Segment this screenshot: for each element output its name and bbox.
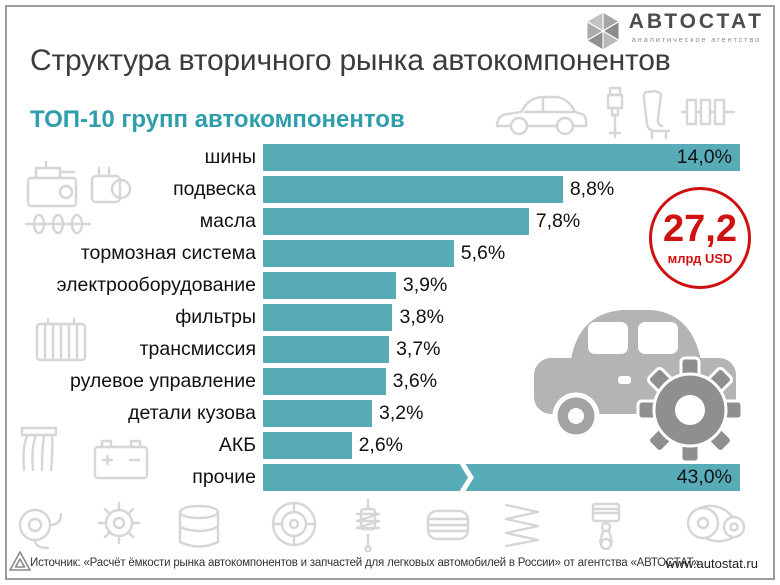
value-label: 2,6% xyxy=(358,433,404,456)
value-label: 3,6% xyxy=(392,369,438,392)
bar xyxy=(263,207,529,235)
chart-row: детали кузова 3,2% xyxy=(8,397,740,429)
category-label: детали кузова xyxy=(128,401,256,424)
category-label: масла xyxy=(199,209,256,232)
bar xyxy=(263,271,396,299)
gearbox-icon xyxy=(88,162,132,210)
bar: 43,0% xyxy=(263,461,740,493)
chart-rows: шины 14,0% подвеска 8,8% масла 7,8% тормозная … xyxy=(8,141,740,493)
crankshaft-icon xyxy=(680,92,736,132)
turbocharger-icon xyxy=(14,500,64,550)
category-label: тормозная система xyxy=(80,241,256,264)
timing-chain-icon xyxy=(684,498,748,548)
coil-spring-icon xyxy=(500,500,544,550)
oil-drum-icon xyxy=(176,502,222,552)
bar: 14,0% xyxy=(263,143,740,171)
bar-track: 3,7% xyxy=(263,335,740,363)
chart-row: фильтры 3,8% xyxy=(8,301,740,333)
value-label: 3,9% xyxy=(402,273,448,296)
category-label: рулевое управление xyxy=(69,369,256,392)
chart-row: трансмиссия 3,7% xyxy=(8,333,740,365)
bar xyxy=(263,303,393,331)
bar-track: 8,8% xyxy=(263,175,740,203)
radiator-icon xyxy=(34,314,88,368)
car-with-gear-illustration xyxy=(518,288,753,471)
bar-track: 3,9% xyxy=(263,271,740,299)
battery-icon xyxy=(92,434,150,482)
triangle-icon xyxy=(8,550,32,577)
category-label: фильтры xyxy=(175,305,256,328)
bar-track: 43,0% xyxy=(263,461,740,493)
chart-title: ТОП-10 групп автокомпонентов xyxy=(30,106,405,133)
market-size-badge: 27,2 млрд USD xyxy=(649,187,751,289)
category-label: АКБ xyxy=(218,433,256,456)
source-note: Источник: «Расчёт ёмкости рынка автокомп… xyxy=(30,557,700,569)
category-label: шины xyxy=(204,145,256,168)
bar-track: 3,2% xyxy=(263,399,740,427)
brand-name: АВТОСТАТ xyxy=(628,10,764,33)
bar xyxy=(263,367,386,395)
bar-track: 14,0% xyxy=(263,143,740,171)
exhaust-manifold-icon xyxy=(14,424,64,474)
axis-break-icon xyxy=(459,461,475,493)
category-label: прочие xyxy=(192,465,256,488)
gear-illustration-icon xyxy=(636,356,744,464)
bar-track: 3,6% xyxy=(263,367,740,395)
value-label: 7,8% xyxy=(535,209,581,232)
bar xyxy=(263,335,390,363)
page-title: Структура вторичного рынка автокомпонент… xyxy=(30,44,671,77)
bar xyxy=(263,431,352,459)
seat-icon xyxy=(638,88,674,142)
category-label: подвеска xyxy=(173,177,256,200)
value-label: 43,0% xyxy=(676,465,732,488)
brand-logo: АВТОСТАТ аналитическое агентство xyxy=(584,10,764,52)
chart-row: рулевое управление 3,6% xyxy=(8,365,740,397)
camshaft-icon xyxy=(24,212,92,236)
chart-row: прочие 43,0% xyxy=(8,461,740,493)
chart-row: масла 7,8% xyxy=(8,205,740,237)
market-size-value: 27,2 xyxy=(663,208,737,250)
bar xyxy=(263,239,454,267)
bar xyxy=(263,175,563,203)
value-label: 3,7% xyxy=(396,337,441,360)
bar-track: 3,8% xyxy=(263,303,740,331)
chart-row: электрооборудование 3,9% xyxy=(8,269,740,301)
value-label: 5,6% xyxy=(460,241,506,264)
chart-row: подвеска 8,8% xyxy=(8,173,740,205)
bar xyxy=(263,399,373,427)
website-link[interactable]: www.autostat.ru xyxy=(665,556,759,571)
category-label: трансмиссия xyxy=(139,337,256,360)
bar-track: 2,6% xyxy=(263,431,740,459)
wheel-icon xyxy=(270,500,318,548)
market-size-unit: млрд USD xyxy=(667,251,733,266)
hexagon-logo-icon xyxy=(585,11,621,51)
chart-row: тормозная система 5,6% xyxy=(8,237,740,269)
gear-icon xyxy=(96,500,142,546)
value-label: 14,0% xyxy=(676,145,732,168)
piston-icon xyxy=(586,500,626,550)
category-label: электрооборудование xyxy=(56,273,256,296)
spark-plug-icon xyxy=(602,86,628,140)
bar-track: 5,6% xyxy=(263,239,740,267)
chart-row: шины 14,0% xyxy=(8,141,740,173)
shock-absorber-icon xyxy=(348,498,388,552)
bar-chart: шины 14,0% подвеска 8,8% масла 7,8% тормозная … xyxy=(8,141,740,493)
value-label: 3,8% xyxy=(399,305,444,328)
car-icon xyxy=(490,84,592,140)
engine-icon xyxy=(20,156,84,212)
brand-tagline: аналитическое агентство xyxy=(631,35,762,45)
bar-track: 7,8% xyxy=(263,207,740,235)
chart-row: АКБ 2,6% xyxy=(8,429,740,461)
value-label: 3,2% xyxy=(379,401,424,424)
air-filter-icon xyxy=(424,502,472,548)
value-label: 8,8% xyxy=(569,177,615,200)
